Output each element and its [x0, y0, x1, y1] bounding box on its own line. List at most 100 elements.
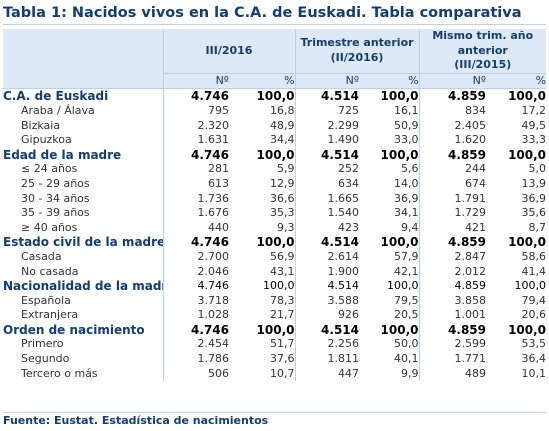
cell-percent: 100,0: [380, 89, 419, 104]
cell-count: 613: [162, 176, 229, 192]
cell-percent: 17,2: [521, 103, 547, 117]
cell-count: 4.746: [162, 322, 229, 338]
cell-percent: 36,9: [394, 191, 419, 205]
cell-percent: 9,3: [277, 220, 295, 234]
cell-count: 281: [162, 162, 229, 177]
header-row: III/2016 Trimestre anterior (II/2016) Mi…: [3, 29, 547, 74]
cell-count: 1.631: [162, 133, 229, 148]
header-col-previous-quarter: Trimestre anterior (II/2016): [294, 29, 420, 74]
cell-percent: 57,9: [394, 249, 419, 263]
cell-percent: 40,1: [394, 352, 419, 366]
cell-count: 4.746: [162, 88, 229, 104]
cell-count: 2.046: [162, 264, 229, 280]
table-row: Segundo 1.786 37,6 1.811 40,1 1.771 36,4: [3, 352, 546, 367]
cell-percent: 5,0: [528, 162, 547, 176]
cell-count: 421: [418, 220, 487, 236]
cell-count: 4.514: [294, 88, 360, 104]
row-label: 30 - 34 años: [21, 191, 90, 205]
cell-count: 926: [294, 308, 360, 323]
table-row: 25 - 29 años 613 12,9 634 14,0 674 13,9: [3, 176, 547, 192]
row-label: No casada: [21, 264, 79, 278]
cell-count: 1.900: [294, 264, 360, 280]
subheader-pct: %: [229, 72, 296, 90]
table-row: Araba / Álava 795 16,8 725 16,1 834 17,2: [3, 103, 547, 119]
cell-count: 1.620: [418, 133, 487, 148]
cell-percent: 20,6: [521, 308, 547, 322]
table-row: Bizkaia 2.320 48,9 2.299 50,9 2.405 49,5: [3, 118, 546, 134]
cell-percent: 100,0: [256, 322, 295, 337]
cell-count: 4.859: [418, 279, 487, 294]
cell-percent: 56,9: [270, 249, 295, 263]
cell-count: 447: [294, 366, 360, 382]
row-label: Primero: [21, 337, 64, 351]
row-label: Edad de la madre: [3, 147, 122, 162]
cell-percent: 100,0: [514, 279, 547, 293]
cell-count: 795: [162, 103, 229, 119]
cell-percent: 100,0: [508, 89, 547, 104]
cell-count: 440: [162, 220, 229, 236]
cell-percent: 78,3: [270, 293, 295, 307]
cell-count: 2.299: [294, 118, 360, 134]
table-row: ≤ 24 años 281 5,9 252 5,6 244 5,0: [3, 162, 546, 177]
cell-percent: 34,1: [394, 206, 419, 220]
cell-percent: 10,7: [270, 366, 295, 380]
cell-count: 244: [418, 162, 487, 177]
comparison-table: III/2016 Trimestre anterior (II/2016) Mi…: [3, 29, 547, 382]
cell-percent: 42,1: [394, 264, 419, 278]
cell-percent: 16,1: [394, 103, 419, 117]
table-row: No casada 2.046 43,1 1.900 42,1 2.012 41,4: [3, 264, 546, 280]
cell-percent: 5,6: [401, 162, 419, 176]
cell-percent: 100,0: [256, 235, 295, 250]
cell-count: 674: [418, 176, 487, 192]
row-label: Estado civil de la madre: [3, 235, 163, 250]
cell-count: 3.588: [294, 293, 360, 309]
cell-count: 1.729: [418, 206, 487, 221]
cell-percent: 10,1: [521, 366, 547, 380]
cell-percent: 100,0: [380, 235, 419, 250]
header-corner: [3, 29, 163, 74]
cell-percent: 8,7: [528, 220, 547, 234]
cell-percent: 33,3: [521, 133, 547, 147]
cell-count: 4.859: [418, 235, 487, 250]
table-group-row: C.A. de Euskadi 4.746 100,0 4.514 100,0 4.859…: [3, 88, 547, 104]
cell-count: 2.405: [418, 118, 487, 134]
subheader-n: Nº: [162, 72, 229, 90]
row-label: Extranjera: [21, 308, 79, 322]
table-group-row: Nacionalidad de la madre 4.746 100,0 4.514 1…: [3, 279, 546, 294]
cell-percent: 36,4: [521, 352, 547, 366]
row-label: Nacionalidad de la madre: [3, 279, 163, 294]
header-col-current: III/2016: [162, 29, 296, 74]
table-row: Extranjera 1.028 21,7 926 20,5 1.001 20,6: [3, 308, 546, 323]
table-group-row: Edad de la madre 4.746 100,0 4.514 100,0 4.85…: [3, 147, 547, 163]
row-label: Bizkaia: [21, 118, 61, 132]
row-label: ≥ 40 años: [21, 220, 78, 234]
row-label: Orden de nacimiento: [3, 322, 145, 337]
cell-count: 725: [294, 103, 360, 119]
cell-percent: 33,0: [394, 133, 419, 147]
cell-percent: 51,7: [270, 337, 295, 351]
cell-count: 2.012: [418, 264, 487, 280]
subheader-row: Nº % Nº % Nº %: [3, 72, 547, 90]
cell-count: 1.676: [162, 206, 229, 221]
cell-percent: 13,9: [521, 176, 547, 190]
cell-count: 4.859: [418, 147, 487, 163]
cell-count: 4.859: [418, 88, 487, 104]
cell-count: 4.746: [162, 235, 229, 250]
cell-count: 1.811: [294, 352, 360, 367]
cell-percent: 100,0: [508, 322, 547, 337]
cell-percent: 35,3: [270, 206, 295, 220]
cell-percent: 100,0: [508, 147, 547, 162]
header-col-same-quarter-last-year: Mismo trim. año anterior (III/2015): [418, 29, 547, 74]
cell-percent: 12,9: [270, 176, 295, 190]
cell-count: 4.514: [294, 147, 360, 163]
table-body: C.A. de Euskadi 4.746 100,0 4.514 100,0 4.859…: [3, 88, 547, 382]
subheader-n: Nº: [418, 72, 487, 90]
cell-percent: 50,9: [394, 118, 419, 132]
subheader-pct: %: [359, 72, 420, 90]
source-note: Fuente: Eustat. Estadística de nacimient…: [3, 412, 546, 427]
cell-percent: 79,4: [521, 293, 547, 307]
table-group-row: Estado civil de la madre 4.746 100,0 4.514 1…: [3, 235, 546, 250]
cell-percent: 58,6: [521, 249, 547, 263]
cell-percent: 100,0: [387, 279, 419, 293]
row-label: 35 - 39 años: [21, 206, 90, 220]
